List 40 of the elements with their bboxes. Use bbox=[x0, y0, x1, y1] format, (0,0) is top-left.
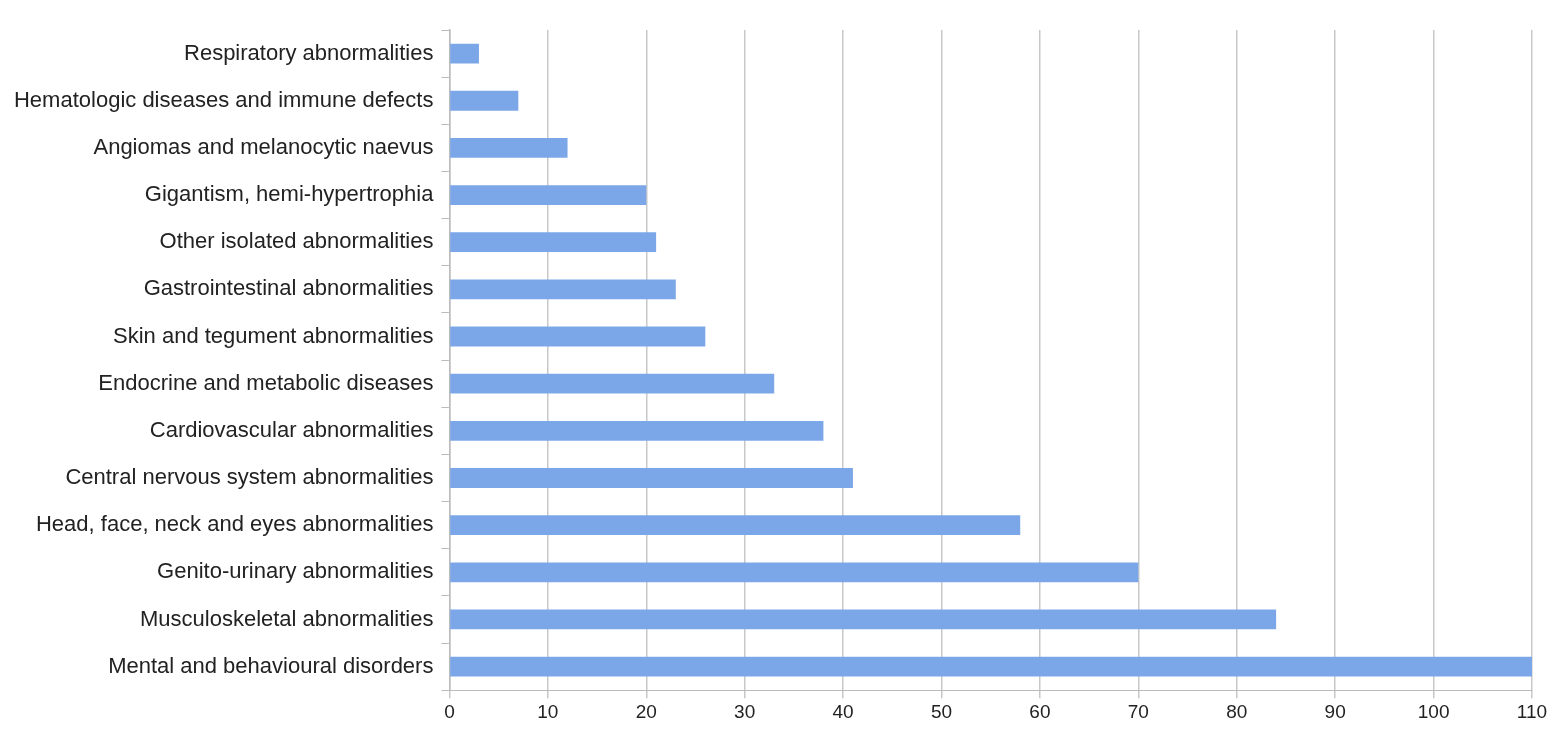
x-tick-label: 110 bbox=[1516, 700, 1548, 722]
bar bbox=[450, 373, 775, 394]
y-tick-label: Skin and tegument abnormalities bbox=[113, 322, 434, 348]
y-tick-label: Endocrine and metabolic diseases bbox=[98, 369, 434, 395]
bar bbox=[450, 656, 1532, 677]
y-tick-label: Genito-urinary abnormalities bbox=[157, 558, 434, 584]
y-tick-label: Central nervous system abnormalities bbox=[65, 464, 434, 490]
x-tick-label: 100 bbox=[1417, 700, 1450, 722]
x-tick-label: 0 bbox=[444, 700, 455, 722]
x-tick-label: 80 bbox=[1226, 700, 1248, 722]
bar bbox=[450, 43, 479, 64]
bar bbox=[450, 420, 824, 441]
y-tick-label: Mental and behavioural disorders bbox=[108, 652, 434, 678]
bar bbox=[450, 515, 1021, 536]
y-tick-label: Gastrointestinal abnormalities bbox=[143, 275, 434, 301]
x-tick-label: 60 bbox=[1029, 700, 1051, 722]
y-tick-label: Cardiovascular abnormalities bbox=[149, 416, 434, 442]
y-tick-label: Musculoskeletal abnormalities bbox=[139, 605, 434, 631]
x-tick-label: 90 bbox=[1324, 700, 1346, 722]
y-tick-label: Other isolated abnormalities bbox=[159, 228, 434, 254]
y-tick-label: Respiratory abnormalities bbox=[184, 39, 434, 65]
bar bbox=[450, 326, 706, 347]
bar bbox=[450, 468, 853, 488]
y-tick-label: Head, face, neck and eyes abnormalities bbox=[35, 511, 434, 537]
bar bbox=[450, 137, 568, 158]
bar bbox=[450, 609, 1277, 630]
bar bbox=[450, 232, 657, 253]
bar bbox=[450, 279, 676, 300]
bar bbox=[450, 562, 1139, 583]
y-tick-label: Hematologic diseases and immune defects bbox=[13, 86, 434, 112]
x-tick-label: 50 bbox=[930, 700, 953, 722]
x-tick-label: 40 bbox=[832, 700, 854, 722]
bar bbox=[450, 185, 647, 205]
x-tick-label: 10 bbox=[537, 700, 559, 722]
y-tick-label: Angiomas and melanocytic naevus bbox=[93, 133, 434, 159]
y-tick-label: Gigantism, hemi-hypertrophia bbox=[144, 181, 435, 207]
x-tick-label: 30 bbox=[734, 700, 756, 722]
bar bbox=[450, 90, 519, 111]
x-tick-label: 20 bbox=[635, 700, 657, 722]
x-tick-label: 70 bbox=[1127, 700, 1149, 722]
